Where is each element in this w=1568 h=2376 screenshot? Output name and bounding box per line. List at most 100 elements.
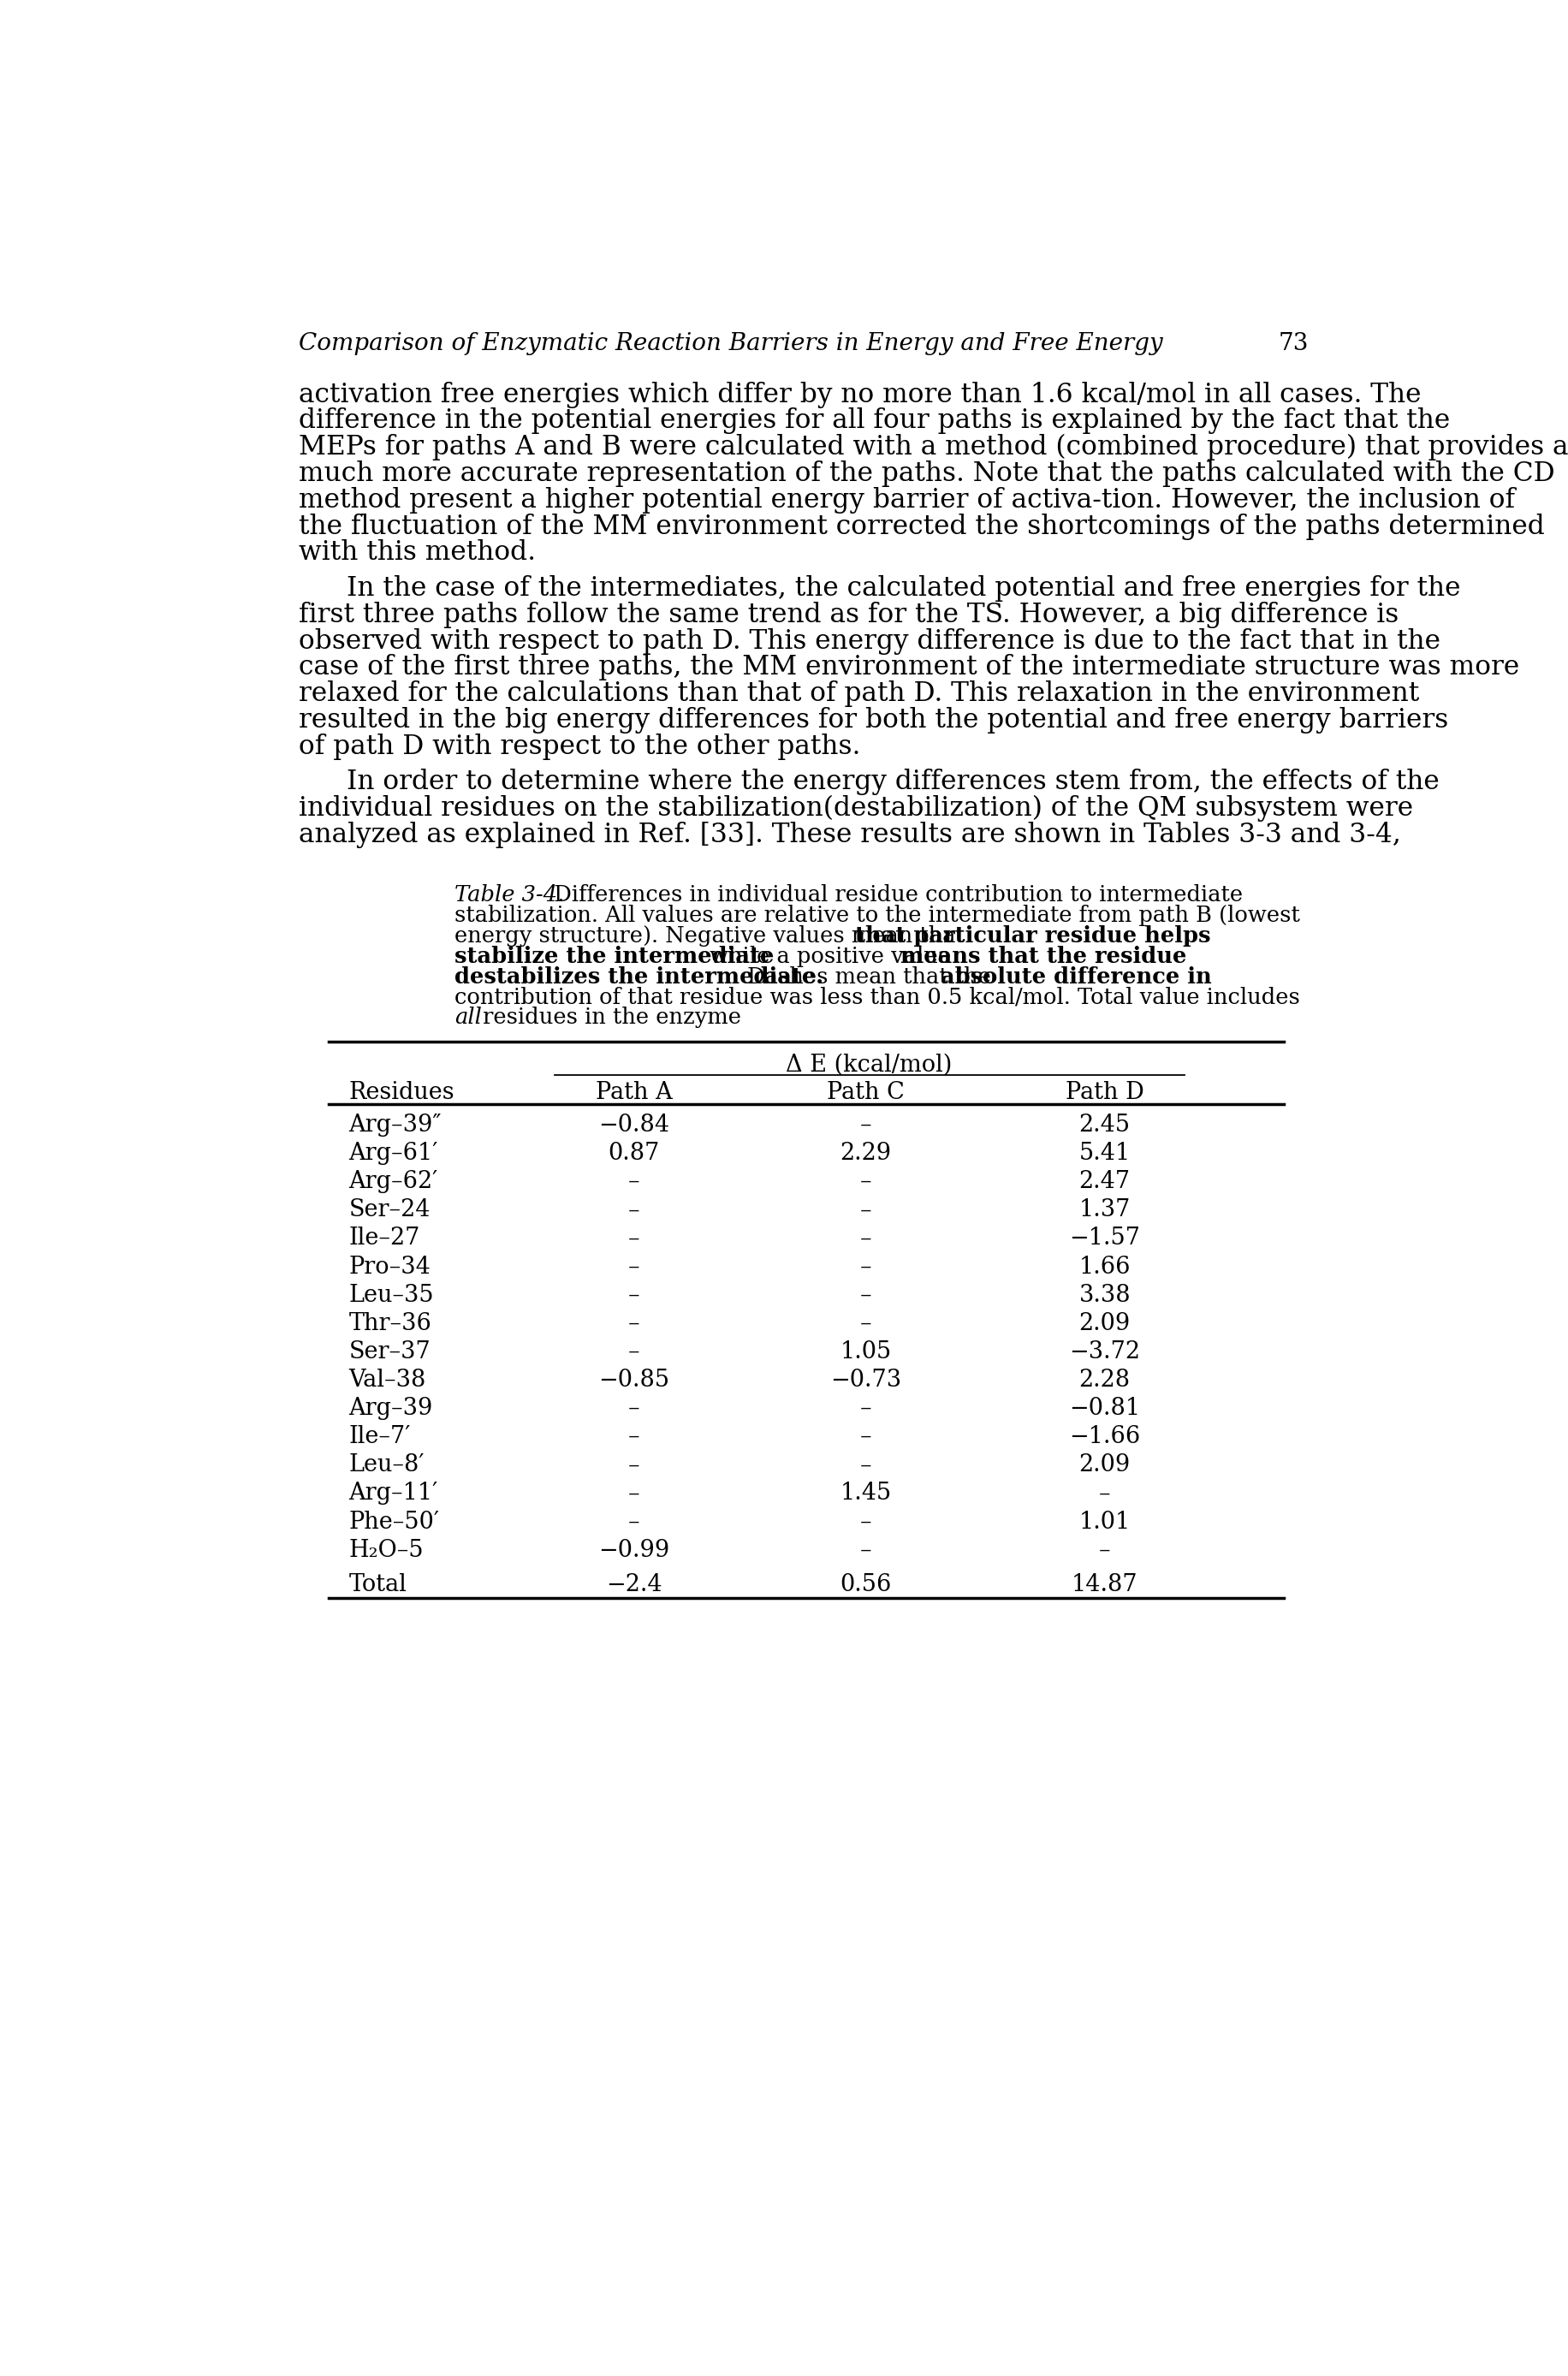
Text: Total: Total — [348, 1573, 406, 1597]
Text: Path C: Path C — [826, 1081, 905, 1105]
Text: 2.45: 2.45 — [1079, 1114, 1131, 1136]
Text: Arg–11′: Arg–11′ — [348, 1483, 437, 1504]
Text: Thr–36: Thr–36 — [348, 1312, 431, 1335]
Text: Val–38: Val–38 — [348, 1369, 426, 1392]
Text: −0.85: −0.85 — [599, 1369, 670, 1392]
Text: 0.87: 0.87 — [608, 1143, 660, 1164]
Text: –: – — [861, 1171, 872, 1193]
Text: –: – — [861, 1198, 872, 1221]
Text: 2.28: 2.28 — [1079, 1369, 1131, 1392]
Text: –: – — [627, 1483, 640, 1504]
Text: –: – — [861, 1397, 872, 1421]
Text: –: – — [627, 1255, 640, 1278]
Text: 2.29: 2.29 — [840, 1143, 892, 1164]
Text: 1.01: 1.01 — [1079, 1511, 1131, 1533]
Text: –: – — [861, 1454, 872, 1478]
Text: –: – — [861, 1255, 872, 1278]
Text: residues in the enzyme: residues in the enzyme — [475, 1007, 742, 1029]
Text: analyzed as explained in Ref. [33]. These results are shown in Tables 3-3 and 3-: analyzed as explained in Ref. [33]. Thes… — [299, 822, 1402, 848]
Text: the fluctuation of the MM environment corrected the shortcomings of the paths de: the fluctuation of the MM environment co… — [299, 513, 1544, 539]
Text: –: – — [627, 1226, 640, 1250]
Text: 5.41: 5.41 — [1079, 1143, 1131, 1164]
Text: of path D with respect to the other paths.: of path D with respect to the other path… — [299, 734, 861, 760]
Text: Arg–61′: Arg–61′ — [348, 1143, 437, 1164]
Text: –: – — [627, 1312, 640, 1335]
Text: 1.37: 1.37 — [1079, 1198, 1131, 1221]
Text: observed with respect to path D. This energy difference is due to the fact that : observed with respect to path D. This en… — [299, 627, 1441, 653]
Text: 73: 73 — [1278, 333, 1308, 354]
Text: MEPs for paths A and B were calculated with a method (combined procedure) that p: MEPs for paths A and B were calculated w… — [299, 435, 1568, 461]
Text: –: – — [861, 1226, 872, 1250]
Text: –: – — [861, 1511, 872, 1533]
Text: −2.4: −2.4 — [605, 1573, 662, 1597]
Text: 3.38: 3.38 — [1079, 1283, 1131, 1307]
Text: −0.84: −0.84 — [599, 1114, 670, 1136]
Text: means that the residue: means that the residue — [900, 946, 1187, 967]
Text: while a positive value: while a positive value — [702, 946, 958, 967]
Text: individual residues on the stabilization(destabilization) of the QM subsystem we: individual residues on the stabilization… — [299, 796, 1413, 822]
Text: resulted in the big energy differences for both the potential and free energy ba: resulted in the big energy differences f… — [299, 708, 1449, 734]
Text: −1.66: −1.66 — [1069, 1426, 1140, 1449]
Text: −1.57: −1.57 — [1069, 1226, 1140, 1250]
Text: –: – — [627, 1397, 640, 1421]
Text: Leu–35: Leu–35 — [348, 1283, 434, 1307]
Text: Arg–62′: Arg–62′ — [348, 1171, 437, 1193]
Text: –: – — [627, 1198, 640, 1221]
Text: all: all — [455, 1007, 481, 1029]
Text: Differences in individual residue contribution to intermediate: Differences in individual residue contri… — [539, 884, 1242, 905]
Text: with this method.: with this method. — [299, 539, 536, 565]
Text: –: – — [861, 1426, 872, 1449]
Text: In the case of the intermediates, the calculated potential and free energies for: In the case of the intermediates, the ca… — [347, 575, 1460, 601]
Text: much more accurate representation of the paths. Note that the paths calculated w: much more accurate representation of the… — [299, 461, 1555, 487]
Text: In order to determine where the energy differences stem from, the effects of the: In order to determine where the energy d… — [347, 770, 1439, 796]
Text: −3.72: −3.72 — [1069, 1340, 1140, 1364]
Text: –: – — [627, 1454, 640, 1478]
Text: –: – — [861, 1114, 872, 1136]
Text: Ser–24: Ser–24 — [348, 1198, 430, 1221]
Text: Table 3-4.: Table 3-4. — [455, 884, 564, 905]
Text: H₂O–5: H₂O–5 — [348, 1540, 423, 1561]
Text: that particular residue helps: that particular residue helps — [855, 924, 1210, 946]
Text: Arg–39″: Arg–39″ — [348, 1114, 442, 1136]
Text: 0.56: 0.56 — [840, 1573, 892, 1597]
Text: 1.05: 1.05 — [840, 1340, 892, 1364]
Text: Ile–7′: Ile–7′ — [348, 1426, 411, 1449]
Text: Phe–50′: Phe–50′ — [348, 1511, 439, 1533]
Text: stabilize the intermediate: stabilize the intermediate — [455, 946, 775, 967]
Text: Comparison of Enzymatic Reaction Barriers in Energy and Free Energy: Comparison of Enzymatic Reaction Barrier… — [299, 333, 1163, 354]
Text: 2.47: 2.47 — [1079, 1171, 1131, 1193]
Text: Ser–37: Ser–37 — [348, 1340, 431, 1364]
Text: contribution of that residue was less than 0.5 kcal/mol. Total value includes: contribution of that residue was less th… — [455, 986, 1300, 1007]
Text: 1.66: 1.66 — [1079, 1255, 1131, 1278]
Text: –: – — [627, 1171, 640, 1193]
Text: activation free energies which differ by no more than 1.6 kcal/mol in all cases.: activation free energies which differ by… — [299, 380, 1421, 409]
Text: –: – — [1099, 1483, 1110, 1504]
Text: Pro–34: Pro–34 — [348, 1255, 431, 1278]
Text: –: – — [861, 1540, 872, 1561]
Text: Arg–39: Arg–39 — [348, 1397, 433, 1421]
Text: –: – — [1099, 1540, 1110, 1561]
Text: first three paths follow the same trend as for the TS. However, a big difference: first three paths follow the same trend … — [299, 601, 1399, 627]
Text: Ile–27: Ile–27 — [348, 1226, 420, 1250]
Text: 2.09: 2.09 — [1079, 1312, 1131, 1335]
Text: −0.81: −0.81 — [1069, 1397, 1140, 1421]
Text: difference in the potential energies for all four paths is explained by the fact: difference in the potential energies for… — [299, 409, 1450, 435]
Text: case of the first three paths, the MM environment of the intermediate structure : case of the first three paths, the MM en… — [299, 653, 1519, 680]
Text: −0.73: −0.73 — [831, 1369, 902, 1392]
Text: –: – — [627, 1511, 640, 1533]
Text: destabilizes the intermediate.: destabilizes the intermediate. — [455, 967, 823, 988]
Text: Path A: Path A — [596, 1081, 673, 1105]
Text: 14.87: 14.87 — [1071, 1573, 1138, 1597]
Text: absolute difference in: absolute difference in — [941, 967, 1212, 988]
Text: –: – — [861, 1283, 872, 1307]
Text: stabilization. All values are relative to the intermediate from path B (lowest: stabilization. All values are relative t… — [455, 905, 1300, 927]
Text: 1.45: 1.45 — [840, 1483, 892, 1504]
Text: relaxed for the calculations than that of path D. This relaxation in the environ: relaxed for the calculations than that o… — [299, 680, 1419, 708]
Text: Path D: Path D — [1065, 1081, 1145, 1105]
Text: Dashes mean that the: Dashes mean that the — [740, 967, 999, 988]
Text: –: – — [861, 1312, 872, 1335]
Text: Δ E (kcal/mol): Δ E (kcal/mol) — [786, 1053, 952, 1076]
Text: –: – — [627, 1283, 640, 1307]
Text: Residues: Residues — [348, 1081, 455, 1105]
Text: −0.99: −0.99 — [597, 1540, 670, 1561]
